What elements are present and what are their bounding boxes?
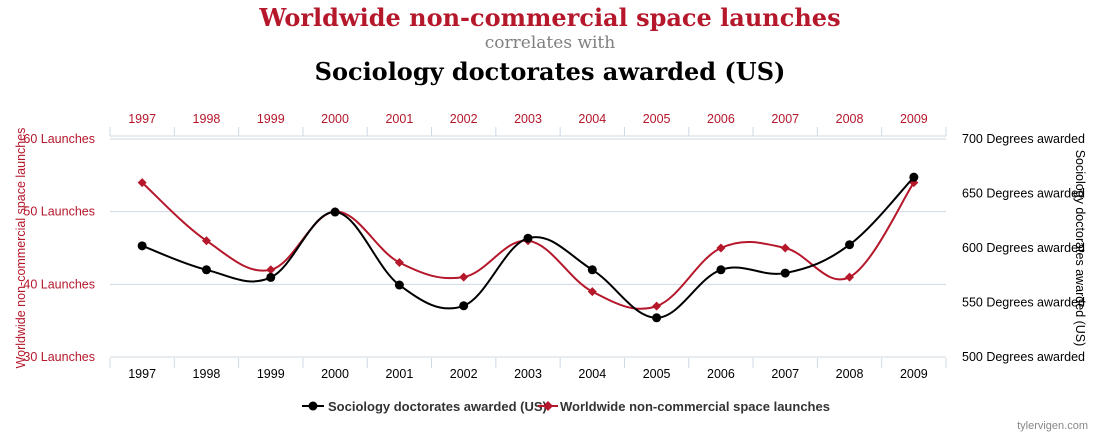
bottom-tick-label: 1998 (193, 367, 221, 381)
top-tick-label: 2000 (321, 112, 349, 126)
bottom-tick-label: 1997 (128, 367, 156, 381)
bottom-tick-label: 2003 (514, 367, 542, 381)
chart-title-top: Worldwide non-commercial space launches (258, 3, 840, 32)
launches-point (459, 272, 469, 282)
doctorates-point (909, 172, 919, 182)
right-tick-label: 500 Degrees awarded (962, 350, 1085, 364)
doctorates-point (780, 268, 790, 278)
bottom-tick-label: 1999 (257, 367, 285, 381)
doctorates-point (266, 272, 276, 282)
doctorates-point (394, 280, 404, 290)
launches-point (266, 265, 276, 275)
bottom-tick-label: 2006 (707, 367, 735, 381)
series-layer (137, 172, 919, 323)
gridlines (110, 138, 946, 358)
launches-point (716, 243, 726, 253)
bottom-tick-label: 2004 (578, 367, 606, 381)
right-tick-label: 700 Degrees awarded (962, 132, 1085, 146)
right-tick-label: 550 Degrees awarded (962, 296, 1085, 310)
left-tick-label: 30 Launches (23, 350, 95, 364)
launches-line (141, 181, 915, 310)
legend-doctorates-marker (308, 401, 318, 411)
doctorates-point (459, 301, 469, 311)
axes: 30 Launches 40 Launches 50 Launches 60 Laun… (23, 112, 1085, 381)
bottom-tick-label: 2001 (385, 367, 413, 381)
doctorates-point (716, 265, 726, 275)
launches-point (652, 301, 662, 311)
bottom-tick-label: 2007 (771, 367, 799, 381)
doctorates-point (652, 313, 662, 323)
doctorates-point (523, 233, 533, 243)
right-axis-label: Sociology doctorates awarded (US) (1073, 150, 1087, 347)
launches-point (394, 258, 404, 268)
top-tick-label: 2003 (514, 112, 542, 126)
bottom-tick-label: 2005 (643, 367, 671, 381)
top-tick-label: 2008 (836, 112, 864, 126)
doctorates-point (845, 240, 855, 250)
launches-point (845, 272, 855, 282)
top-tick-label: 2004 (578, 112, 606, 126)
chart-title-connector: correlates with (485, 33, 615, 53)
top-tick-label: 2001 (385, 112, 413, 126)
legend-launches-marker (543, 401, 553, 411)
legend: Sociology doctorates awarded (US) Worldw… (302, 399, 830, 414)
chart-title-bottom: Sociology doctorates awarded (US) (315, 57, 786, 86)
bottom-tick-label: 2009 (900, 367, 928, 381)
top-tick-label: 1998 (193, 112, 221, 126)
top-tick-label: 2006 (707, 112, 735, 126)
doctorates-point (587, 265, 597, 275)
left-tick-label: 60 Launches (23, 132, 95, 146)
right-tick-label: 650 Degrees awarded (962, 187, 1085, 201)
top-tick-label: 1997 (128, 112, 156, 126)
doctorates-point (137, 241, 147, 251)
launches-point (780, 243, 790, 253)
top-tick-label: 2009 (900, 112, 928, 126)
legend-doctorates-label: Sociology doctorates awarded (US) (328, 399, 547, 414)
launches-point (201, 236, 211, 246)
top-tick-label: 2005 (643, 112, 671, 126)
doctorates-point (330, 207, 340, 217)
doctorates-line (141, 176, 915, 319)
left-tick-label: 50 Launches (23, 205, 95, 219)
left-axis-label: Worldwide non-commercial space launches (14, 128, 28, 369)
top-tick-label: 2007 (771, 112, 799, 126)
bottom-tick-label: 2002 (450, 367, 478, 381)
legend-launches-label: Worldwide non-commercial space launches (560, 399, 830, 414)
left-tick-label: 40 Launches (23, 277, 95, 291)
top-tick-label: 1999 (257, 112, 285, 126)
launches-point (587, 287, 597, 297)
watermark: tylervigen.com (1017, 420, 1088, 432)
doctorates-point (201, 265, 211, 275)
top-tick-label: 2002 (450, 112, 478, 126)
launches-point (137, 178, 147, 188)
bottom-tick-label: 2000 (321, 367, 349, 381)
bottom-tick-label: 2008 (836, 367, 864, 381)
right-tick-label: 600 Degrees awarded (962, 241, 1085, 255)
